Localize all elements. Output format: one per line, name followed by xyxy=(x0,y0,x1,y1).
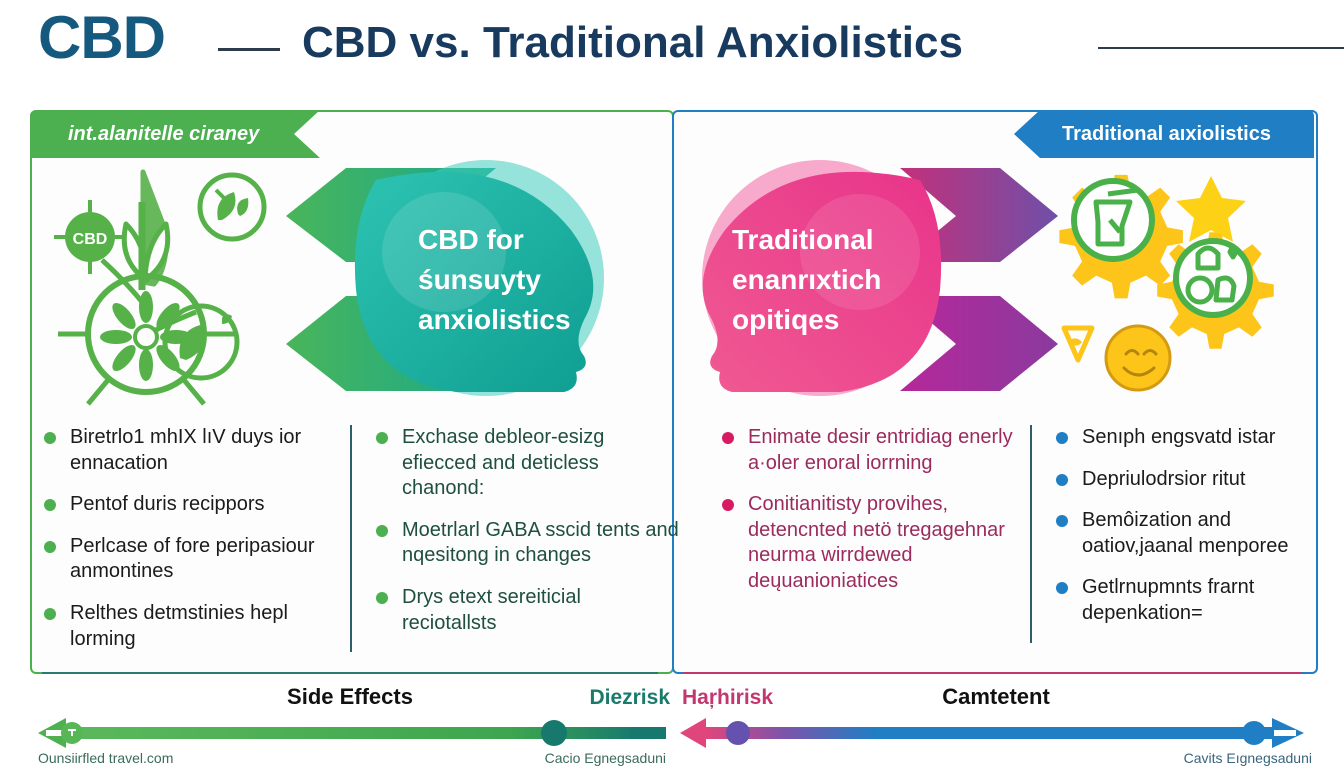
bullet-dot xyxy=(376,432,388,444)
bullet-dot xyxy=(1056,432,1068,444)
scale-end-label-left: Diezrisk xyxy=(589,686,670,709)
scale-marker-high xyxy=(1242,721,1266,745)
logo-divider xyxy=(218,48,280,51)
scale-marker-low xyxy=(726,721,750,745)
list-item-text: Drys etext sereiticial reciotallsts xyxy=(402,585,581,634)
list-item: Depriulodrsior ritut xyxy=(1054,467,1320,493)
cbd-icon-cluster: CBD xyxy=(46,162,296,412)
list-item: Enimate desir entridiag enerly a·oler en… xyxy=(720,425,1020,476)
banner-cbd-label: int.alanitelle ciraney xyxy=(68,122,260,145)
list-item-text: Perlcase of fore peripasiour anmontines xyxy=(70,534,315,583)
list-item: Relthes detmstinies hepl lorming xyxy=(42,601,338,652)
scale-divider-left xyxy=(42,672,658,674)
bullet-dot xyxy=(376,524,388,537)
star-icon xyxy=(1176,176,1246,242)
bullet-dot xyxy=(44,540,56,553)
scale-foot-left-end: Cacio Egnegsaduni xyxy=(544,750,666,766)
header: CBD CBD vs. Traditional Anxiolistics xyxy=(0,0,1344,98)
list-item: Senıph engsvatd istar xyxy=(1054,425,1320,451)
svg-text:CBD: CBD xyxy=(73,231,108,248)
traditional-bubble-text: Traditional enanrıxtich opitiqes xyxy=(732,224,882,335)
leaf-badge-icon xyxy=(197,172,267,242)
list-item-text: Exchase debleor-esizg efiecced and detic… xyxy=(402,426,605,500)
banner-traditional: Traditional aıxiolistics xyxy=(1014,110,1314,158)
list-item: Pentof duris recippors xyxy=(42,492,338,518)
column-cbd-mechanism: Exchase debleor-esizg efiecced and detic… xyxy=(350,425,680,653)
list-item-text: Relthes detmstinies hepl lorming xyxy=(70,601,288,650)
side-effects-scale: Side Effects Diezrisk Ouns xyxy=(30,672,670,768)
scale-track-left[interactable] xyxy=(30,716,670,750)
warning-triangle-icon xyxy=(1061,325,1095,363)
arrow-left-cap-right-scale xyxy=(680,718,706,748)
scale-end-label-right: Haŗhirisk xyxy=(682,686,774,709)
bullet-dot xyxy=(722,432,734,444)
bullet-dot xyxy=(376,591,388,604)
traditional-head-bubble: Traditional enanrıxtich opitiqes xyxy=(690,160,960,400)
bullet-dot xyxy=(722,499,734,512)
gear-pills-icon xyxy=(1157,232,1274,349)
column-traditional-risks: Senıph engsvatd istar Depriulodrsior rit… xyxy=(1030,425,1320,643)
bullet-dot xyxy=(44,499,56,512)
scale-marker-high xyxy=(541,720,567,746)
scale-divider-right xyxy=(684,672,1302,674)
list-item-text: Enimate desir entridiag enerly a·oler en… xyxy=(748,426,1013,474)
head-silhouette-right xyxy=(702,171,942,392)
scale-foot-right-end: Cavits Eıgnegsaduni xyxy=(1183,750,1312,766)
competence-scale: Camtetent Haŗhirisk Ca xyxy=(676,672,1316,768)
scale-foot-left-start: Ounsiirfled travel.com xyxy=(38,750,174,766)
list-item: Bemôization and oatiov,jaanal menporee xyxy=(1054,508,1320,559)
list-item: Conitianitisty provihes, detencnted netö… xyxy=(720,492,1020,594)
list-item: Perlcase of fore peripasiour anmontines xyxy=(42,534,338,585)
cannabis-leaf-icon xyxy=(121,169,171,290)
page-title: CBD vs. Traditional Anxiolistics xyxy=(302,18,963,67)
scale-title-left: Side Effects xyxy=(287,684,413,709)
bullet-dot xyxy=(44,607,56,620)
bullet-dot xyxy=(1056,582,1068,595)
banner-cbd: int.alanitelle ciraney xyxy=(30,110,320,158)
comparison-columns: Biretrlo1 mhIX lıV duys ior ennacation P… xyxy=(30,425,1314,670)
plant-circle-icon xyxy=(58,273,236,406)
gear-lab-icon xyxy=(1059,174,1183,299)
scale-track-right[interactable] xyxy=(676,716,1316,750)
traditional-icon-cluster xyxy=(1050,168,1300,393)
header-rule xyxy=(1098,47,1344,49)
list-item-text: Bemôization and oatiov,jaanal menporee xyxy=(1082,509,1289,557)
head-silhouette-left xyxy=(354,171,594,392)
banner-traditional-label: Traditional aıxiolistics xyxy=(1062,122,1271,145)
list-item-text: Getlrnupmnts frarnt depenkation= xyxy=(1082,576,1255,624)
list-item: Biretrlo1 mhIX lıV duys ior ennacation xyxy=(42,425,338,476)
list-item: Getlrnupmnts frarnt depenkation= xyxy=(1054,575,1320,626)
pill-face-icon xyxy=(1104,324,1172,392)
column-cbd-benefits: Biretrlo1 mhIX lıV duys ior ennacation P… xyxy=(42,425,338,668)
leaf-pill-icon xyxy=(162,303,240,381)
bullet-dot xyxy=(1056,473,1068,486)
bullet-dot xyxy=(1056,515,1068,528)
list-item-text: Conitianitisty provihes, detencnted netö… xyxy=(748,493,1005,592)
list-item-text: Moetrlarl GABA sscid tents and nqesitong… xyxy=(402,518,679,567)
list-item: Moetrlarl GABA sscid tents and nqesitong… xyxy=(374,518,680,569)
list-item-text: Senıph engsvatd istar xyxy=(1082,426,1276,448)
brand-logo: CBD xyxy=(38,4,166,71)
list-item-text: Depriulodrsior ritut xyxy=(1082,467,1246,490)
column-traditional-effects: Enimate desir entridiag enerly a·oler en… xyxy=(720,425,1020,611)
list-item-text: Pentof duris recippors xyxy=(70,493,265,516)
list-item: Exchase debleor-esizg efiecced and detic… xyxy=(374,425,680,502)
cbd-molecule-icon: CBD xyxy=(54,200,126,274)
list-item: Drys etext sereiticial reciotallsts xyxy=(374,585,680,636)
list-item-text: Biretrlo1 mhIX lıV duys ior ennacation xyxy=(70,426,302,474)
cbd-bubble-text: CBD for śunsuyty anxiolistics xyxy=(418,224,571,335)
stem-lines xyxy=(100,258,197,333)
cbd-head-bubble: CBD for śunsuyty anxiolistics xyxy=(336,160,666,400)
bullet-dot xyxy=(44,432,56,444)
scale-title-right: Camtetent xyxy=(942,684,1050,709)
